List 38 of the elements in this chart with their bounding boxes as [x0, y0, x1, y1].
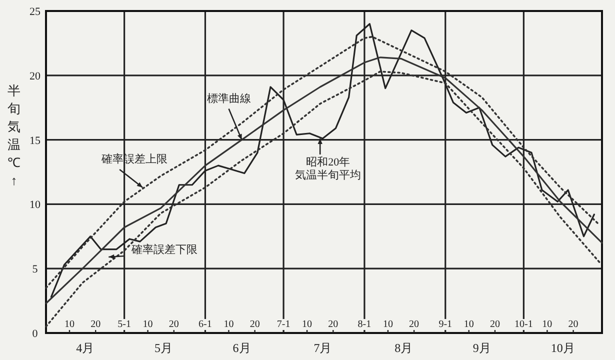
x2-tick-label: 10月 — [550, 341, 575, 355]
x-tick-label: 20 — [90, 319, 101, 330]
x-tick-label: 20 — [409, 319, 420, 330]
x-tick-label: 10 — [464, 319, 474, 330]
y-tick-label: 10 — [30, 199, 41, 212]
annotation: 標準曲線 — [206, 92, 251, 105]
x2-tick-label: 8月 — [394, 341, 413, 355]
x2-tick-label: 9月 — [472, 341, 491, 355]
y-axis-title: 半旬気温℃↑ — [8, 83, 20, 188]
x-tick-label: 5-1 — [118, 319, 131, 330]
x-tick-label: 20 — [568, 319, 578, 330]
x-tick-label: 20 — [168, 319, 179, 330]
y-tick-label: 0 — [32, 328, 38, 340]
x2-tick-label: 7月 — [314, 341, 332, 355]
x2-tick-label: 4月 — [76, 341, 94, 355]
x2-tick-label: 5月 — [154, 341, 172, 355]
x-tick-label: 8-1 — [358, 319, 372, 330]
y-tick-label: 25 — [30, 6, 41, 18]
x-tick-label: 10 — [142, 319, 153, 330]
x-tick-label: 20 — [490, 319, 500, 330]
annotation: 昭和20年 — [306, 156, 350, 169]
x-tick-label: 6-1 — [198, 319, 212, 330]
x-tick-label: 20 — [328, 319, 338, 330]
x-tick-label: 10 — [224, 319, 234, 330]
y-tick-label: 15 — [30, 134, 41, 147]
x-tick-label: 20 — [250, 319, 260, 330]
x-tick-label: 10-1 — [514, 319, 533, 330]
x-tick-label: 10 — [542, 319, 552, 330]
x-tick-label: 10 — [64, 319, 74, 330]
y-tick-label: 20 — [30, 70, 41, 82]
x-tick-label: 9-1 — [438, 319, 452, 330]
x-tick-label: 10 — [382, 319, 393, 330]
annotation: 確率誤差下限 — [130, 243, 198, 256]
y-tick-label: 5 — [32, 264, 38, 276]
x-tick-label: 7-1 — [276, 319, 290, 330]
x2-tick-label: 6月 — [232, 341, 251, 355]
annotation: 気温半旬平均 — [295, 168, 362, 182]
x-tick-label: 10 — [302, 319, 312, 330]
